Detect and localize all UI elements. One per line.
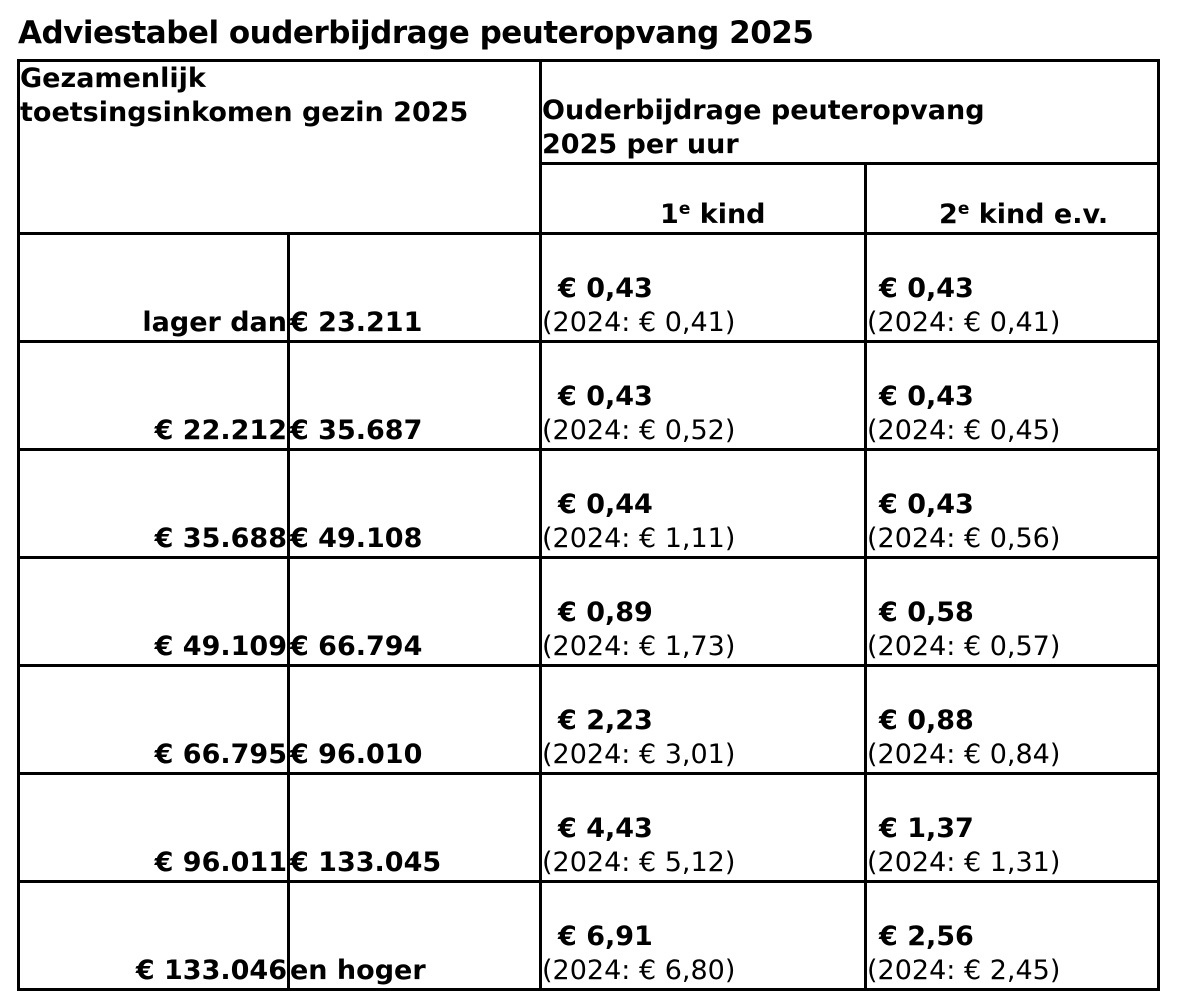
income-to-cell: € 23.211 xyxy=(286,232,543,343)
table-header-row-1: Gezamenlijk toetsingsinkomen gezin 2025 … xyxy=(16,59,1161,235)
rate-2025-value: € 1,37 xyxy=(879,813,974,844)
rate-2024-previous: (2024: € 0,84) xyxy=(867,739,1061,770)
rate-2024-previous: (2024: € 0,41) xyxy=(867,307,1061,338)
rate-next-child-cell: € 0,43 (2024: € 0,56) xyxy=(864,448,1161,559)
rate-first-child-cell: € 0,43 (2024: € 0,41) xyxy=(539,232,868,343)
rate-2024-previous: (2024: € 0,52) xyxy=(542,415,736,446)
contribution-header-cell: Ouderbijdrage peuteropvang 2025 per uur xyxy=(539,59,1161,165)
income-from-cell: € 96.011 xyxy=(17,772,290,883)
rate-first-child-cell: € 4,43 (2024: € 5,12) xyxy=(539,772,868,883)
rate-2025-value: € 2,56 xyxy=(879,921,974,952)
table-row: € 66.795 € 96.010 € 2,23 (2024: € 3,01) … xyxy=(17,664,1161,775)
income-from-cell: € 22.212 xyxy=(17,340,290,451)
rate-first-child-cell: € 0,44 (2024: € 1,11) xyxy=(539,448,868,559)
income-from-cell: € 49.109 xyxy=(17,556,290,667)
rate-2025-value: € 0,43 xyxy=(558,381,653,412)
rate-2024-previous: (2024: € 3,01) xyxy=(542,739,736,770)
rate-2024-previous: (2024: € 0,57) xyxy=(867,631,1061,662)
income-to-cell: € 35.687 xyxy=(286,340,543,451)
income-to-cell: € 49.108 xyxy=(286,448,543,559)
advice-table: Gezamenlijk toetsingsinkomen gezin 2025 … xyxy=(16,59,1161,991)
next-child-label: kind e.v. xyxy=(969,199,1109,230)
rate-2025-value: € 6,91 xyxy=(558,921,653,952)
rate-2024-previous: (2024: € 6,80) xyxy=(542,955,736,986)
next-child-superscript: e xyxy=(957,199,970,219)
rate-next-child-cell: € 2,56 (2024: € 2,45) xyxy=(864,880,1161,991)
rate-2024-previous: (2024: € 1,31) xyxy=(867,847,1061,878)
rate-2024-previous: (2024: € 1,11) xyxy=(542,523,736,554)
rate-2024-previous: (2024: € 0,56) xyxy=(867,523,1061,554)
rate-2025-value: € 0,88 xyxy=(879,705,974,736)
rate-2025-value: € 0,89 xyxy=(558,597,653,628)
table-row: € 35.688 € 49.108 € 0,44 (2024: € 1,11) … xyxy=(17,448,1161,559)
rate-next-child-cell: € 0,43 (2024: € 0,41) xyxy=(864,232,1161,343)
rate-2025-value: € 0,58 xyxy=(879,597,974,628)
rate-first-child-cell: € 2,23 (2024: € 3,01) xyxy=(539,664,868,775)
income-from-cell: € 35.688 xyxy=(17,448,290,559)
rate-2025-value: € 4,43 xyxy=(558,813,653,844)
table-header-row-2: 1e kind 2e kind e.v. xyxy=(19,162,1161,235)
rate-next-child-cell: € 0,88 (2024: € 0,84) xyxy=(864,664,1161,775)
income-header-cell: Gezamenlijk toetsingsinkomen gezin 2025 xyxy=(16,59,543,235)
income-to-cell: € 133.045 xyxy=(286,772,543,883)
rate-2025-value: € 0,43 xyxy=(558,273,653,304)
rate-2024-previous: (2024: € 2,45) xyxy=(867,955,1061,986)
rate-2025-value: € 2,23 xyxy=(558,705,653,736)
first-child-column-header: 1e kind xyxy=(539,162,868,235)
rate-next-child-cell: € 1,37 (2024: € 1,31) xyxy=(864,772,1161,883)
rate-2024-previous: (2024: € 5,12) xyxy=(542,847,736,878)
income-from-cell: lager dan xyxy=(17,232,290,343)
page-title: Adviestabel ouderbijdrage peuteropvang 2… xyxy=(18,15,814,51)
rate-next-child-cell: € 0,58 (2024: € 0,57) xyxy=(864,556,1161,667)
rate-2025-value: € 0,43 xyxy=(879,381,974,412)
income-to-cell: € 96.010 xyxy=(286,664,543,775)
rate-2025-value: € 0,44 xyxy=(558,489,653,520)
table-row: € 22.212 € 35.687 € 0,43 (2024: € 0,52) … xyxy=(17,340,1161,451)
income-from-cell: € 66.795 xyxy=(17,664,290,775)
table-row: lager dan € 23.211 € 0,43 (2024: € 0,41)… xyxy=(17,232,1161,343)
income-from-cell: € 133.046 xyxy=(17,880,290,991)
rate-first-child-cell: € 6,91 (2024: € 6,80) xyxy=(539,880,868,991)
first-child-superscript: e xyxy=(678,199,691,219)
table-row: € 96.011 € 133.045 € 4,43 (2024: € 5,12)… xyxy=(17,772,1161,883)
rate-2024-previous: (2024: € 0,45) xyxy=(867,415,1061,446)
rate-2025-value: € 0,43 xyxy=(879,489,974,520)
income-to-cell: € 66.794 xyxy=(286,556,543,667)
table-row: € 133.046 en hoger € 6,91 (2024: € 6,80)… xyxy=(17,880,1161,991)
first-child-number: 1 xyxy=(660,199,679,230)
rate-2025-value: € 0,43 xyxy=(879,273,974,304)
income-to-cell: en hoger xyxy=(286,880,543,991)
rate-first-child-cell: € 0,43 (2024: € 0,52) xyxy=(539,340,868,451)
rate-2024-previous: (2024: € 1,73) xyxy=(542,631,736,662)
first-child-label: kind xyxy=(690,199,766,230)
rate-next-child-cell: € 0,43 (2024: € 0,45) xyxy=(864,340,1161,451)
next-child-column-header: 2e kind e.v. xyxy=(864,162,1161,235)
rate-2024-previous: (2024: € 0,41) xyxy=(542,307,736,338)
next-child-number: 2 xyxy=(939,199,958,230)
rate-first-child-cell: € 0,89 (2024: € 1,73) xyxy=(539,556,868,667)
table-row: € 49.109 € 66.794 € 0,89 (2024: € 1,73) … xyxy=(17,556,1161,667)
